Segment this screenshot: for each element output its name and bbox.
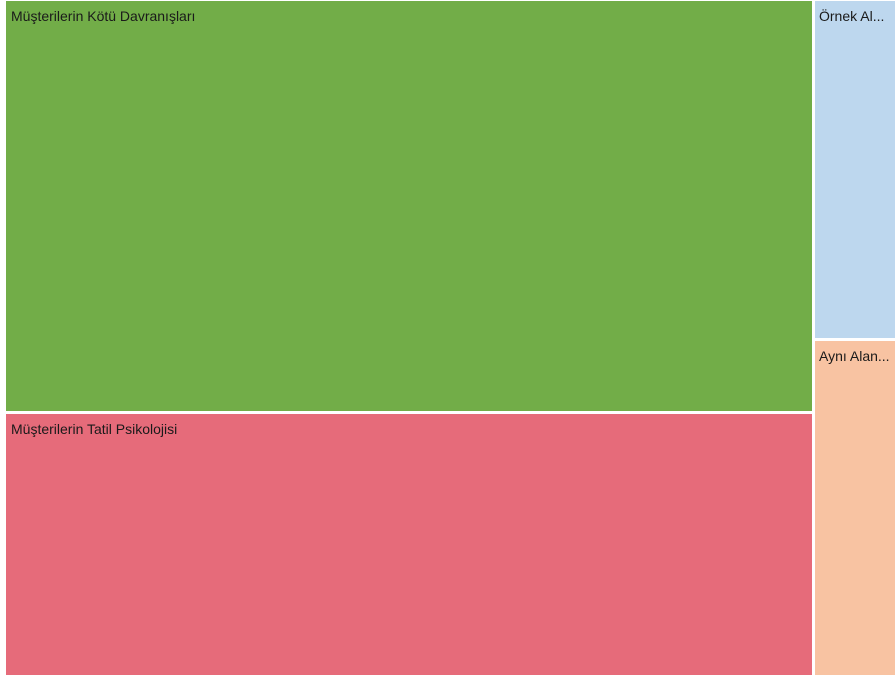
tile-rect-ornek-al[interactable] bbox=[815, 1, 895, 338]
tile-label-kotu-davranislar: Müşterilerin Kötü Davranışları bbox=[11, 8, 195, 24]
tile-ayni-alan[interactable]: Aynı Alan... bbox=[815, 341, 895, 675]
tile-label-ornek-al: Örnek Al... bbox=[819, 7, 884, 24]
tile-kotu-davranislar[interactable]: Müşterilerin Kötü Davranışları bbox=[6, 1, 812, 411]
tile-rect-kotu-davranislar[interactable] bbox=[6, 1, 812, 411]
tile-rect-tatil-psikolojisi[interactable] bbox=[6, 414, 812, 675]
tile-ornek-al[interactable]: Örnek Al... bbox=[815, 1, 895, 338]
tile-label-tatil-psikolojisi: Müşterilerin Tatil Psikolojisi bbox=[11, 421, 177, 437]
tile-tatil-psikolojisi[interactable]: Müşterilerin Tatil Psikolojisi bbox=[6, 414, 812, 675]
tile-rect-ayni-alan[interactable] bbox=[815, 341, 895, 675]
tile-label-ayni-alan: Aynı Alan... bbox=[819, 348, 890, 364]
